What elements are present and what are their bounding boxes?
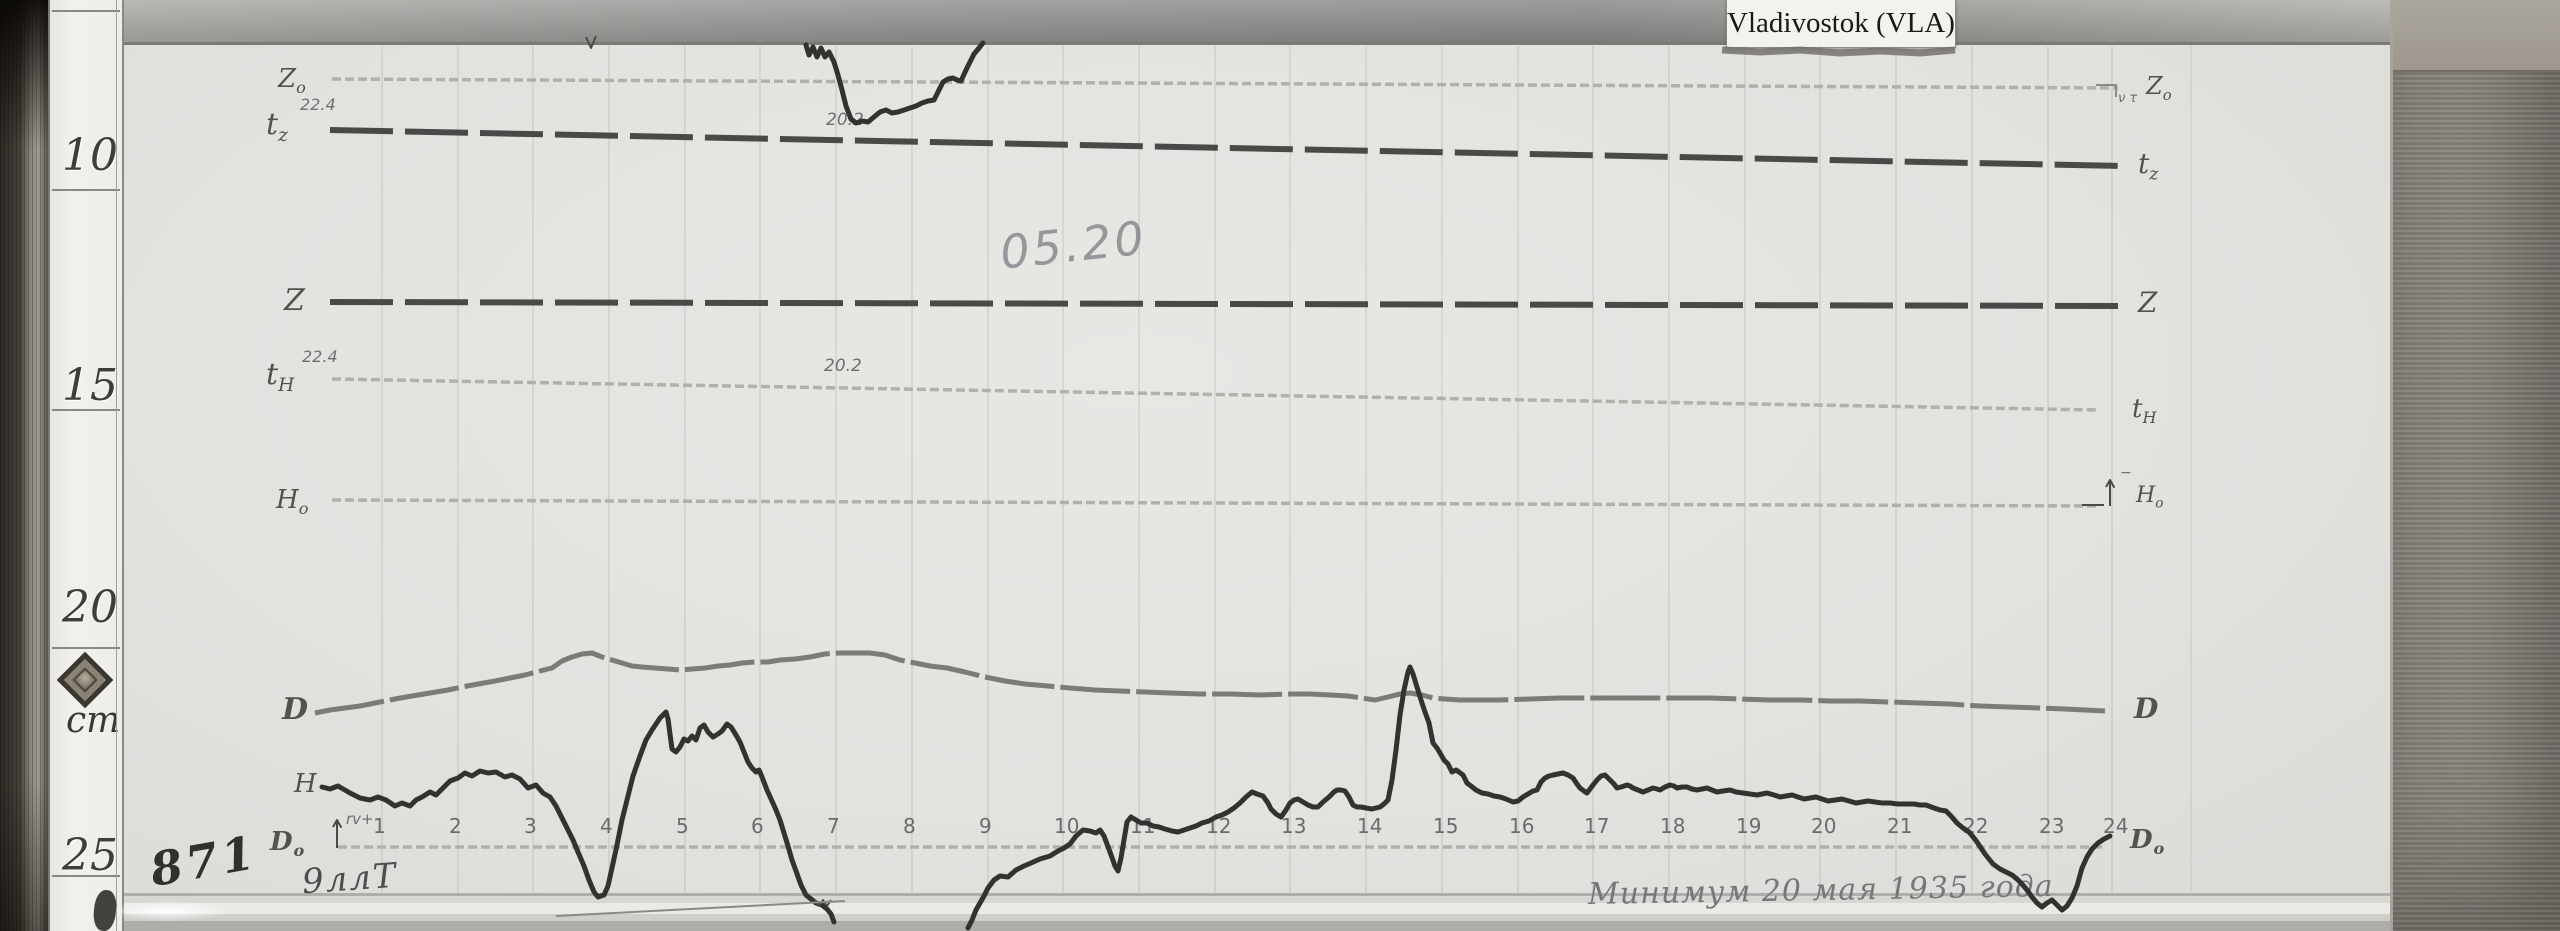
annotation: − — [2120, 465, 2132, 481]
hour-label: 17 — [1584, 814, 1610, 838]
trace-label-right-th: tH — [2132, 394, 2157, 428]
hour-label: 22 — [1963, 814, 1989, 838]
hour-label: 16 — [1509, 814, 1535, 838]
trace-label-left-th: tH — [266, 357, 295, 396]
trace-label-right-tz: tz — [2138, 147, 2159, 185]
hour-label: 21 — [1887, 814, 1913, 838]
hour-label: 15 — [1433, 814, 1459, 838]
ruler-mark-line — [52, 875, 120, 877]
annotation: 20.2 — [826, 110, 864, 130]
hour-label: 2 — [449, 814, 462, 838]
trace-label-left-tz: tz — [266, 107, 288, 146]
hour-label: 13 — [1281, 814, 1307, 838]
trace-label-left-ho: Ho — [276, 485, 309, 519]
station-name-text: Vladivostok (VLA) — [1727, 6, 1955, 39]
hour-label: 20 — [1811, 814, 1837, 838]
ruler-mark-line — [52, 189, 120, 191]
ruler-number: 10 — [62, 130, 118, 181]
ruler-number: 25 — [62, 830, 118, 881]
hour-label: 5 — [676, 814, 689, 838]
trace-label-left-do: Do — [270, 827, 306, 861]
paper-crease — [2190, 42, 2192, 893]
annotation: rv+ — [346, 810, 374, 828]
hour-label: 4 — [600, 814, 613, 838]
hour-label: 7 — [827, 814, 840, 838]
trace-label-left-zo: Zo — [278, 64, 306, 98]
annotation: 20.2 — [824, 356, 862, 376]
ruler-number: 15 — [62, 360, 118, 411]
annotation: ν τ — [2118, 91, 2138, 106]
hour-label: 18 — [1660, 814, 1686, 838]
wood-table-left — [0, 0, 48, 931]
hour-label: 8 — [903, 814, 916, 838]
ruler-mark-line — [52, 409, 120, 411]
trace-label-left-d: D — [282, 692, 310, 727]
hour-label: 1 — [373, 814, 386, 838]
trace-label-right-d: D — [2134, 692, 2160, 725]
ruler-mark-line — [52, 647, 120, 649]
hour-label: 10 — [1054, 814, 1080, 838]
trace-label-right-do: Do — [2130, 825, 2166, 859]
trace-label-left-h: H — [294, 769, 317, 799]
wood-table-right — [2390, 0, 2560, 931]
ruler-unit-label: cm — [66, 700, 121, 741]
hour-label: 6 — [751, 814, 764, 838]
hour-label: 14 — [1357, 814, 1383, 838]
trace-label-right-z: Z — [2138, 286, 2158, 319]
annotation: 05.20 — [997, 210, 1150, 280]
station-name-tag: Vladivostok (VLA) — [1726, 0, 1956, 48]
cm-ruler: cm 10 15 20 25 — [48, 0, 124, 931]
hour-label: 3 — [524, 814, 537, 838]
ruler-number: 20 — [62, 582, 118, 633]
ruler-mark-line — [52, 10, 120, 12]
hour-label: 19 — [1736, 814, 1762, 838]
annotation: 871 — [146, 825, 262, 897]
trace-label-left-z: Z — [284, 283, 305, 318]
trace-label-right-ho: Ho — [2136, 483, 2164, 512]
paper-top-band — [120, 0, 2390, 45]
annotation: 22.4 — [302, 347, 338, 366]
annotation: 9ллТ — [300, 855, 399, 903]
hour-label: 9 — [979, 814, 992, 838]
trace-label-right-zo: Zo — [2146, 72, 2172, 104]
hour-label: 24 — [2103, 814, 2129, 838]
hour-label: 12 — [1206, 814, 1232, 838]
annotation: 22.4 — [300, 95, 336, 114]
hour-label: 11 — [1130, 814, 1156, 838]
plastic-glare — [104, 901, 230, 921]
hour-label: 23 — [2039, 814, 2065, 838]
annotation: Минимум 20 мая 1935 года — [1587, 868, 2054, 913]
